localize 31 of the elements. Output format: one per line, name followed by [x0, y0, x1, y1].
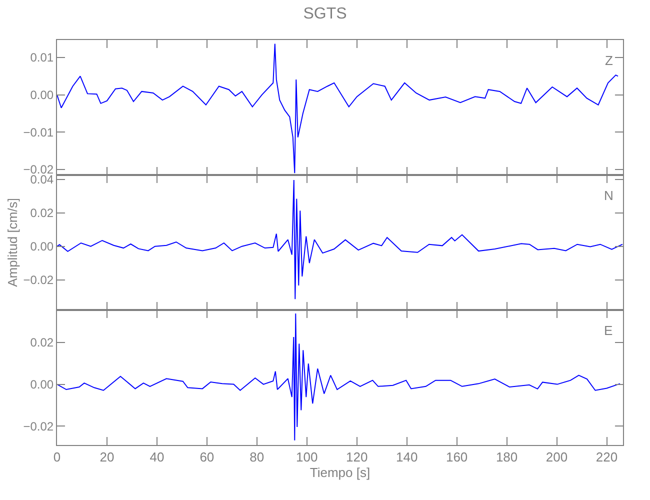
y-axis-title: Amplitud [cm/s]	[5, 198, 20, 287]
y-tick-label: −0.02	[23, 273, 54, 288]
x-tick-label: 100	[296, 450, 318, 465]
x-tick-label: 20	[100, 450, 114, 465]
y-tick-label: 0.04	[30, 172, 54, 187]
x-tick-label: 140	[396, 450, 418, 465]
x-tick-label: 200	[546, 450, 568, 465]
y-tick-label: 0.02	[30, 336, 54, 350]
annotation: E	[604, 323, 613, 338]
x-tick-label: 120	[346, 450, 368, 465]
y-tick-label: 0.01	[30, 50, 54, 65]
y-tick-label: −0.02	[23, 419, 54, 434]
y-tick-label: 0.00	[30, 240, 54, 254]
line-series	[57, 43, 618, 174]
x-axis-title: Tiempo [s]	[310, 465, 370, 480]
x-tick-label: 220	[596, 450, 618, 465]
x-tick-label: 60	[200, 450, 214, 465]
x-tick-label: 160	[446, 450, 468, 465]
y-tick-label: 0.00	[30, 378, 54, 392]
line-series	[57, 180, 623, 300]
annotation: Z	[605, 53, 613, 68]
chart-title: SGTS	[303, 6, 347, 23]
y-tick-label: −0.01	[23, 125, 54, 140]
y-tick-label: 0.00	[30, 88, 54, 102]
y-tick-label: 0.02	[30, 206, 54, 220]
annotation: N	[604, 188, 614, 203]
line-series	[57, 313, 620, 441]
x-tick-label: 0	[53, 450, 61, 465]
x-tick-label: 180	[496, 450, 518, 465]
x-tick-label: 40	[150, 450, 164, 465]
x-tick-label: 80	[250, 450, 264, 465]
